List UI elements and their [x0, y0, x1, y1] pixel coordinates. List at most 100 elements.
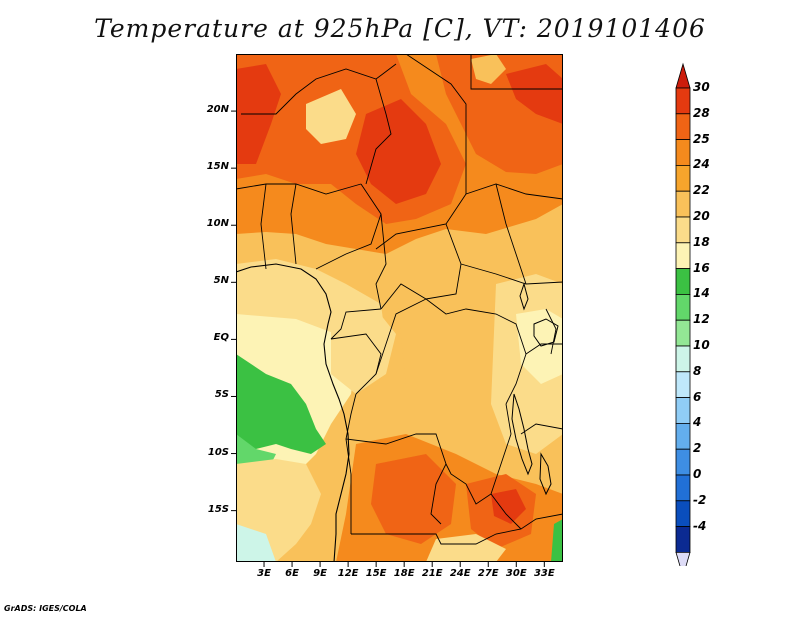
colorbar — [675, 62, 691, 566]
border-segment — [375, 54, 467, 250]
temperature-map — [236, 54, 563, 562]
field-band-24-central — [396, 274, 506, 414]
map-canvas — [236, 54, 563, 562]
colorbar-label: 12 — [693, 312, 710, 327]
lon-tick-label: 33E — [533, 568, 555, 579]
lakes — [511, 282, 559, 496]
border-segment — [545, 308, 557, 355]
colorbar-label: 10 — [693, 338, 710, 352]
border-segment — [330, 333, 382, 395]
colorbar-label: 24 — [693, 157, 710, 172]
credit-text: GrADS: IGES/COLA — [4, 604, 87, 613]
border-segment — [330, 308, 382, 340]
border-segment — [345, 393, 447, 525]
colorbar-swatch — [675, 448, 691, 476]
border-segment — [490, 493, 522, 530]
colorbar-swatch — [675, 165, 691, 192]
lon-tick-label: 9E — [313, 568, 327, 579]
lon-tick-label: 30E — [505, 568, 527, 579]
field-patch-22-northeast — [471, 54, 506, 84]
colorbar-label: 8 — [693, 363, 702, 378]
colorbar-label: 4 — [693, 415, 702, 430]
colorbar-label: -4 — [693, 518, 707, 533]
colorbar-swatch — [675, 139, 691, 166]
colorbar-label: 28 — [693, 105, 710, 120]
field-band-16-southwest — [236, 354, 326, 454]
border-segment — [375, 298, 427, 375]
border-segment — [520, 423, 563, 435]
field-band-22-south — [426, 534, 506, 562]
colorbar-swatch — [675, 87, 691, 115]
border-segment — [380, 223, 462, 310]
colorbar-label: 14 — [693, 286, 710, 301]
colorbar-swatch — [675, 190, 691, 218]
border-segment — [465, 183, 563, 200]
colorbar-label: 22 — [693, 183, 710, 198]
lat-tick-label: 15S — [207, 503, 229, 515]
lat-tick-label: 15N — [206, 161, 229, 173]
colorbar-swatch — [675, 397, 691, 424]
colorbar-swatch — [675, 526, 691, 553]
country-borders — [236, 54, 563, 545]
lon-tick-label: 24E — [449, 568, 471, 579]
lat-tick-label: 20N — [206, 104, 229, 116]
field-band-28-south — [371, 454, 456, 544]
border-segment — [445, 403, 512, 505]
colorbar-label: 25 — [693, 131, 710, 146]
field-band-20-east — [516, 309, 563, 384]
lat-tick-label: 5N — [213, 275, 229, 287]
border-segment — [266, 183, 362, 195]
lon-tick-label: 27E — [477, 568, 499, 579]
border-segment — [375, 213, 387, 310]
border-segment — [470, 54, 563, 90]
field-band-12-coast — [236, 524, 276, 562]
colorbar-swatch — [675, 500, 691, 527]
colorbar-label: 6 — [693, 389, 702, 404]
lat-tick-label: EQ — [213, 332, 229, 344]
border-segment — [425, 298, 527, 405]
lon-tick-label: 6E — [285, 568, 299, 579]
colorbar-label: -2 — [693, 492, 707, 507]
coastline — [236, 263, 350, 562]
field-band-16-southeast — [551, 519, 563, 562]
lat-tick-label: 10N — [206, 218, 229, 230]
colorbar-swatch — [675, 319, 691, 347]
border-segment — [260, 183, 267, 270]
lon-tick-label: 21E — [421, 568, 443, 579]
colorbar-label: 0 — [693, 467, 702, 481]
colorbar-top-arrow — [675, 62, 691, 89]
colorbar-swatch — [675, 242, 691, 270]
colorbar-bottom-arrow — [675, 551, 691, 566]
border-segment — [345, 438, 352, 534]
lon-tick-label: 3E — [257, 568, 271, 579]
colorbar-label: 18 — [693, 234, 710, 249]
lake-outline — [533, 318, 559, 347]
colorbar-swatch — [675, 371, 691, 398]
border-segment — [315, 183, 382, 270]
lake-outline — [539, 452, 552, 496]
border-segment — [290, 183, 297, 265]
colorbar-swatch — [675, 474, 691, 502]
map-frame — [236, 54, 563, 562]
field-band-30-northeast — [506, 64, 563, 124]
lat-tick-label: 10S — [207, 446, 229, 458]
field-band-22-congo — [331, 309, 396, 394]
colorbar-label: 30 — [693, 80, 710, 94]
border-segment — [351, 513, 563, 545]
border-segment — [495, 183, 527, 285]
colorbar-label: 16 — [693, 260, 710, 275]
colorbar-swatch — [675, 216, 691, 244]
colorbar-swatch — [675, 293, 691, 321]
lon-tick-label: 18E — [393, 568, 415, 579]
colorbar-label: 20 — [693, 209, 710, 223]
colorbar-swatch — [675, 345, 691, 373]
colorbar-swatch — [675, 113, 691, 140]
field-patch-22-north — [306, 89, 356, 144]
border-segment — [460, 263, 563, 285]
colorbar-swatch — [675, 268, 691, 295]
field-band-30-central — [356, 99, 441, 204]
lon-tick-label: 12E — [337, 568, 359, 579]
border-segment — [525, 343, 563, 355]
field-band-30-southeast — [491, 489, 526, 524]
border-segment — [236, 183, 267, 190]
